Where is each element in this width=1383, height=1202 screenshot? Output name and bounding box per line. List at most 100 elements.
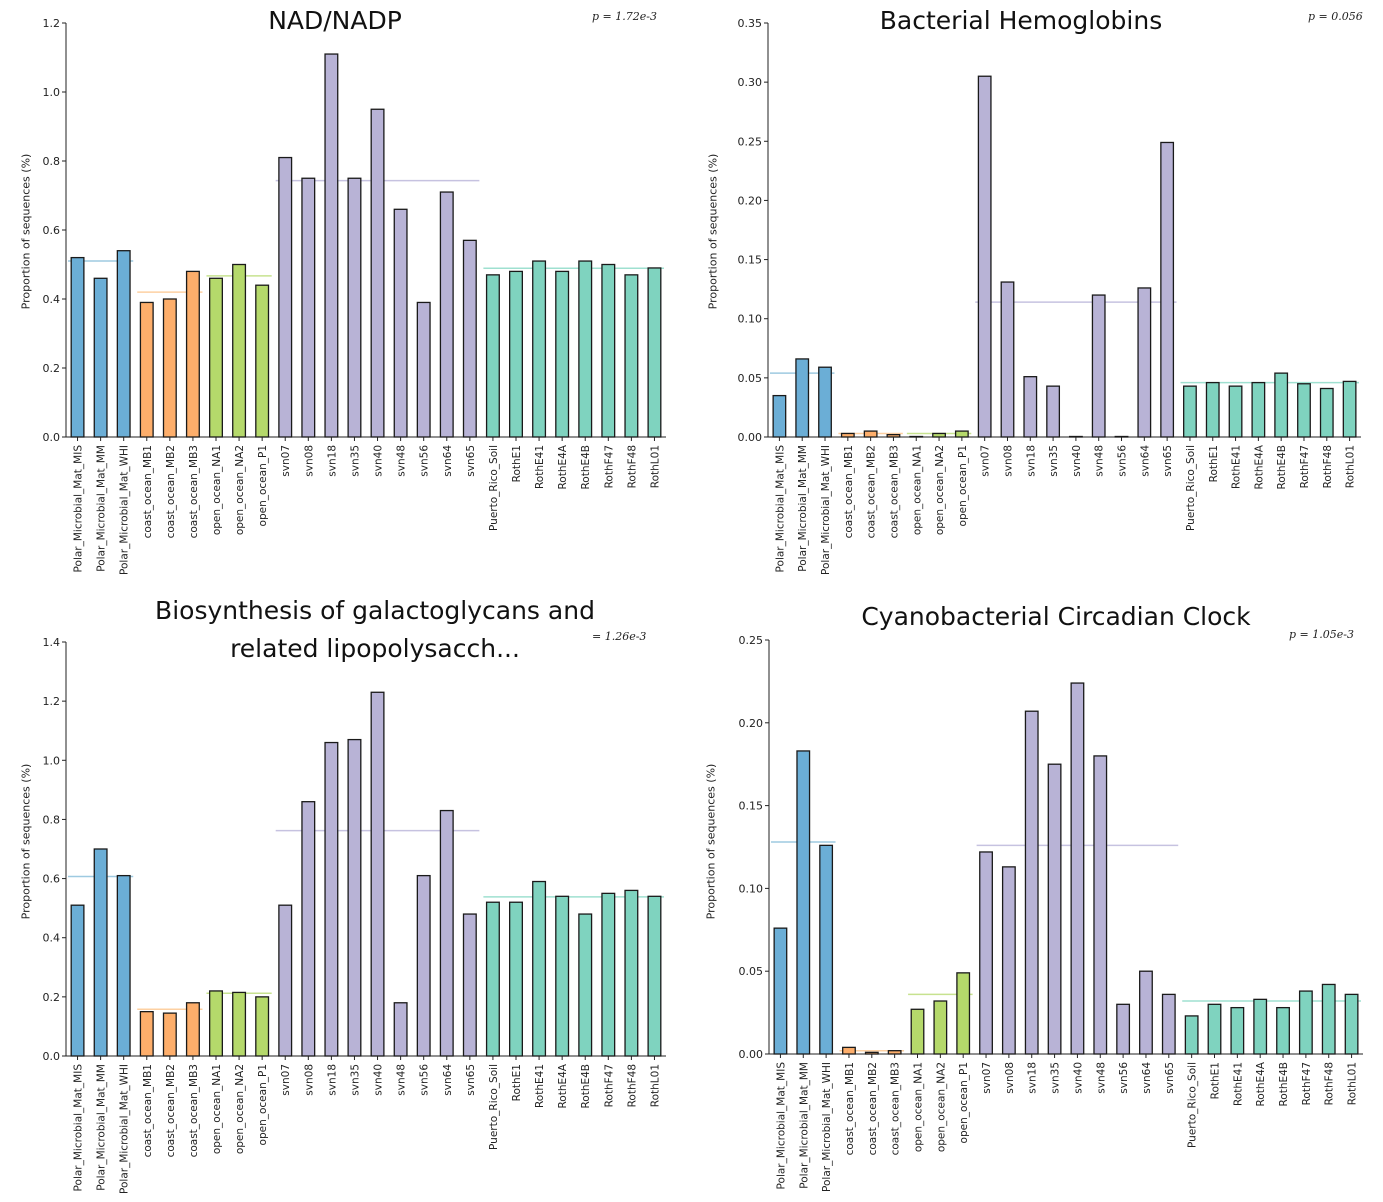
bar — [209, 990, 223, 1057]
x-tick-label: open_ocean_NA1 — [211, 445, 223, 535]
x-tick-label: svn48 — [396, 445, 408, 477]
bar — [1047, 763, 1062, 1055]
bar — [601, 892, 616, 1057]
x-tick-label: Polar_Microbial_Mat_MIS — [774, 445, 786, 573]
bar — [509, 901, 523, 1057]
bar — [956, 972, 971, 1055]
y-tick-label: 0.25 — [739, 634, 764, 647]
x-tick-label: svn64 — [442, 445, 454, 477]
y-tick-label: 0.00 — [739, 1048, 764, 1061]
bar — [1253, 998, 1268, 1055]
bar — [1297, 383, 1311, 438]
x-tick-label: coast_ocean_MB1 — [142, 1064, 154, 1157]
bar — [1228, 385, 1243, 438]
x-tick-label: coast_ocean_MB2 — [866, 445, 878, 538]
x-tick-label: svn18 — [1025, 445, 1037, 477]
x-tick-label: RothE4A — [557, 444, 569, 489]
bar — [1093, 755, 1108, 1055]
bar — [185, 270, 200, 438]
chart-svg: 0.00 0.05 0.10 0.15 0.20 0.25 Polar_Microbial_… — [739, 634, 1363, 1192]
x-tick-label: svn48 — [1094, 445, 1106, 477]
bar — [842, 1046, 856, 1055]
x-tick-label: Polar_Microbial_Mat_WHI — [821, 1062, 833, 1192]
x-tick-label: svn65 — [465, 445, 477, 477]
x-tick-label: open_ocean_NA2 — [234, 1064, 246, 1154]
bar — [1205, 381, 1220, 438]
x-tick-label: open_ocean_NA2 — [234, 445, 246, 535]
x-tick-label: open_ocean_NA2 — [934, 445, 946, 535]
x-tick-label: Polar_Microbial_Mat_MM — [96, 445, 108, 572]
x-tick-label: RothF48 — [1324, 1062, 1336, 1105]
y-tick-label: 0.30 — [738, 76, 763, 89]
bar — [1207, 1003, 1222, 1055]
y-tick-label: 1.0 — [43, 86, 61, 99]
x-tick-label: svn56 — [1117, 445, 1129, 477]
x-tick-label: open_ocean_P1 — [957, 445, 969, 526]
bar — [93, 277, 108, 438]
x-tick-label: RothE41 — [534, 1064, 546, 1108]
bar — [1183, 385, 1197, 438]
y-tick-label: 0.10 — [738, 313, 763, 326]
bar — [416, 301, 431, 438]
x-tick-label: svn35 — [1048, 445, 1060, 477]
x-tick-label: open_ocean_P1 — [958, 1062, 970, 1143]
x-tick-label: RothL01 — [649, 445, 661, 488]
bar — [278, 156, 293, 438]
bar — [232, 263, 247, 438]
bar — [485, 901, 500, 1057]
bar — [1114, 435, 1129, 438]
y-tick-label: 0.05 — [738, 372, 763, 385]
bar — [393, 208, 408, 438]
bar — [977, 75, 992, 438]
bar — [532, 260, 547, 438]
chart-panel-galactoglycans: 0.0 0.2 0.4 0.6 0.8 1.0 1.2 1.4 Polar_Microbial_… — [0, 596, 691, 1202]
bar — [1046, 385, 1061, 438]
x-tick-label: RothL01 — [649, 1064, 661, 1107]
x-tick-label: RothF47 — [603, 445, 615, 488]
bar — [1137, 287, 1152, 438]
x-tick-label: RothF48 — [626, 445, 638, 488]
bar — [1274, 372, 1289, 438]
x-tick-label: RothL01 — [1345, 445, 1357, 488]
p-value: p = 1.05e-3 — [1289, 628, 1354, 641]
bar — [1023, 376, 1038, 438]
bar — [1230, 1006, 1245, 1055]
bar — [324, 53, 339, 438]
x-tick-label: svn35 — [1050, 1062, 1062, 1094]
bar — [624, 889, 639, 1057]
x-tick-label: RothL01 — [1347, 1062, 1359, 1105]
bar — [1298, 990, 1313, 1055]
y-tick-label: 0.6 — [43, 873, 61, 886]
bar — [439, 191, 454, 438]
bar — [185, 1002, 200, 1057]
x-tick-label: RothF48 — [626, 1064, 638, 1107]
x-tick-label: RothE4A — [557, 1063, 569, 1108]
bar — [578, 913, 593, 1057]
bar — [954, 430, 969, 438]
x-tick-label: RothE1 — [511, 1064, 523, 1101]
x-tick-label: Polar_Microbial_Mat_MIS — [775, 1062, 787, 1190]
bar — [1321, 983, 1336, 1055]
bar — [1160, 141, 1175, 438]
x-tick-label: svn56 — [419, 445, 431, 477]
x-tick-label: svn18 — [326, 445, 338, 477]
bar — [1276, 1006, 1290, 1055]
bar — [416, 874, 431, 1057]
bar — [1001, 866, 1016, 1055]
x-tick-label: coast_ocean_MB1 — [142, 445, 154, 538]
bar — [162, 298, 177, 438]
y-axis-label: Proportion of sequences (%) — [704, 763, 718, 920]
chart-title: Biosynthesis of galactoglycans and relat… — [155, 596, 595, 663]
chart-title: Bacterial Hemoglobins — [879, 6, 1163, 35]
chart-svg: 0.0 0.2 0.4 0.6 0.8 1.0 1.2 1.4 Polar_Microbial_… — [43, 636, 666, 1194]
y-tick-label: 0.10 — [739, 882, 764, 895]
x-tick-label: open_ocean_NA1 — [211, 1064, 223, 1154]
bar — [979, 851, 993, 1055]
bar — [796, 750, 811, 1055]
bar — [485, 274, 500, 438]
bar — [555, 895, 570, 1057]
bar — [1068, 435, 1083, 438]
x-tick-label: RothF47 — [1301, 1062, 1313, 1105]
bar — [818, 366, 832, 438]
x-tick-label: svn07 — [280, 1064, 292, 1096]
